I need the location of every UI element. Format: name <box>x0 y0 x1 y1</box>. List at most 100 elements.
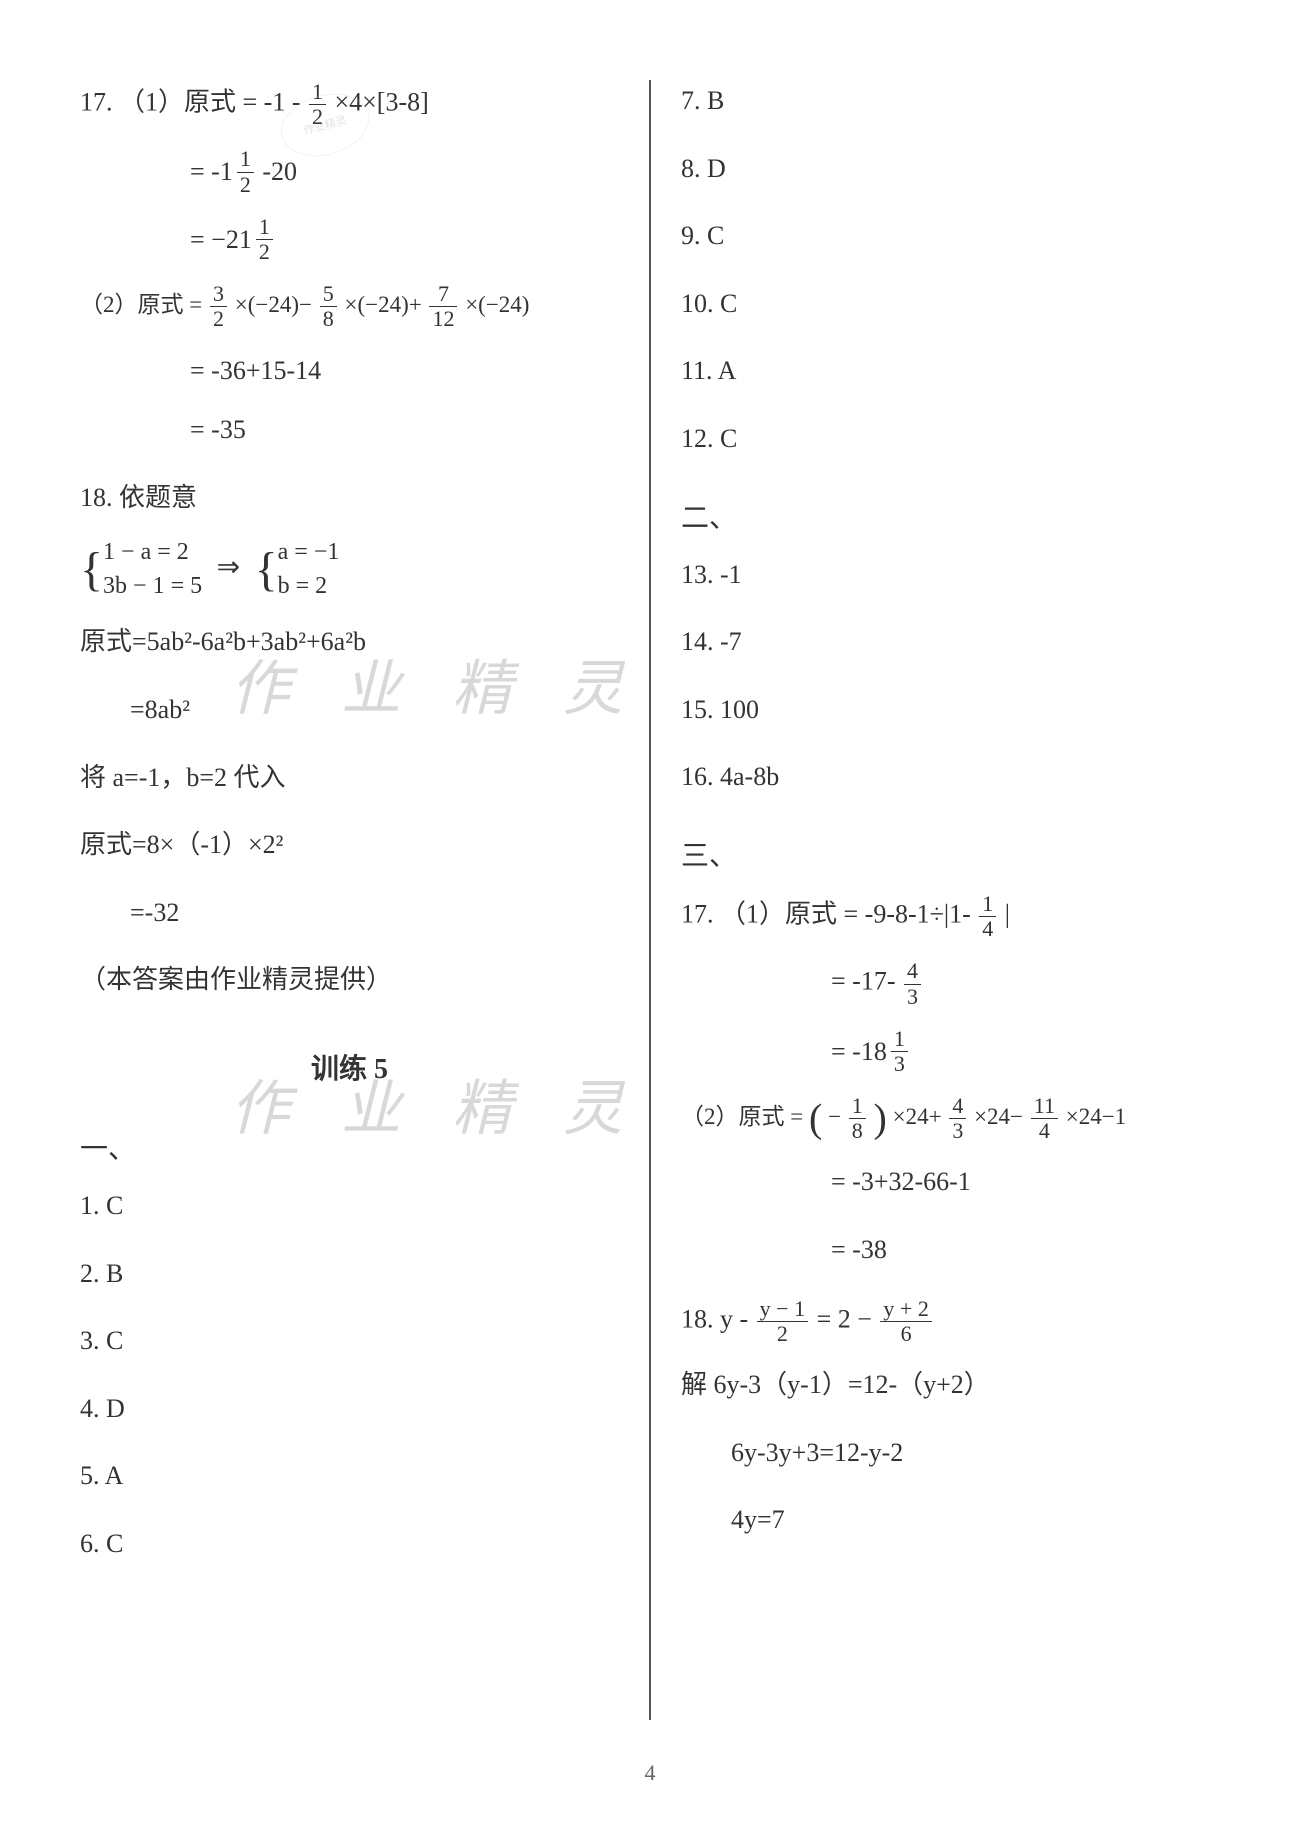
fraction: y + 26 <box>880 1297 931 1346</box>
q18-expr4: =-32 <box>80 892 619 934</box>
numerator: 1 <box>891 1027 908 1052</box>
text: = -17- <box>831 967 895 996</box>
whole: -18 <box>852 1031 887 1073</box>
answer-10: 10. C <box>681 283 1220 325</box>
section-2: 二、 <box>681 496 1220 536</box>
q17-1-line3: = −2112 <box>80 215 619 264</box>
text: = <box>190 157 211 186</box>
q17-2-line2: = -36+15-14 <box>80 350 619 392</box>
denominator: 3 <box>904 985 921 1009</box>
paren-open: ( <box>809 1096 822 1141</box>
r-q18-line2: 解 6y-3（y-1）=12-（y+2） <box>681 1364 1220 1406</box>
text: ×(−24)+ <box>344 292 421 317</box>
answer-16: 16. 4a-8b <box>681 756 1220 798</box>
section-1: 一、 <box>80 1127 619 1167</box>
r-q18-line1: 18. y - y − 12 = 2 − y + 26 <box>681 1297 1220 1346</box>
text: （2）原式 = <box>681 1104 809 1129</box>
fraction: 32 <box>210 282 227 331</box>
mixed-number: -112 <box>211 147 256 196</box>
r-q17-2-line2: = -3+32-66-1 <box>681 1161 1220 1203</box>
q18-system: { 1 − a = 23b − 1 = 5 ⇒ { a = −1b = 2 <box>80 536 619 603</box>
brace-left: { 1 − a = 23b − 1 = 5 <box>80 536 202 603</box>
q18-label: 18. 依题意 <box>80 477 619 519</box>
fraction: y − 12 <box>757 1297 808 1346</box>
whole: -1 <box>211 151 233 193</box>
numerator: 1 <box>256 215 273 240</box>
denominator: 2 <box>757 1322 808 1346</box>
numerator: 7 <box>429 282 457 307</box>
denominator: 4 <box>979 917 996 941</box>
r-q17-2-line1: （2）原式 = ( − 18 ) ×24+ 43 ×24− 114 ×24−1 <box>681 1094 1220 1143</box>
whole: −21 <box>211 219 252 261</box>
fraction: 43 <box>949 1094 966 1143</box>
numerator: 1 <box>979 892 996 917</box>
q17-2-line3: = -35 <box>80 409 619 451</box>
text: 18. y - <box>681 1304 748 1333</box>
text: ×24− <box>974 1104 1023 1129</box>
mixed-number: −2112 <box>211 215 275 264</box>
text: （2）原式 = <box>80 292 208 317</box>
section-3: 三、 <box>681 834 1220 874</box>
numerator: 11 <box>1031 1094 1058 1119</box>
denominator: 6 <box>880 1322 931 1346</box>
denominator: 8 <box>849 1119 866 1143</box>
answer-14: 14. -7 <box>681 621 1220 663</box>
implies-arrow: ⇒ <box>217 552 240 583</box>
text: = <box>190 225 211 254</box>
answer-12: 12. C <box>681 418 1220 460</box>
answer-9: 9. C <box>681 215 1220 257</box>
fraction: 14 <box>979 892 996 941</box>
answer-3: 3. C <box>80 1320 619 1362</box>
denominator: 2 <box>237 173 254 197</box>
text: ×(−24) <box>465 292 529 317</box>
numerator: 1 <box>237 147 254 172</box>
brace-right: { a = −1b = 2 <box>255 536 340 603</box>
text: = <box>831 1037 852 1066</box>
denominator: 2 <box>210 307 227 331</box>
paren-close: ) <box>874 1096 887 1141</box>
denominator: 3 <box>949 1119 966 1143</box>
denominator: 8 <box>320 307 337 331</box>
r-q17-1-line3: = -1813 <box>681 1027 1220 1076</box>
q18-expr3: 原式=8×（-1）×2² <box>80 824 619 866</box>
mixed-number: -1813 <box>852 1027 910 1076</box>
q18-expr2: =8ab² <box>80 689 619 731</box>
answer-6: 6. C <box>80 1523 619 1565</box>
page-number: 4 <box>0 1760 1300 1806</box>
eq: b = 2 <box>278 570 340 604</box>
answer-13: 13. -1 <box>681 554 1220 596</box>
right-column: 7. B 8. D 9. C 10. C 11. A 12. C 二、 13. … <box>651 80 1220 1720</box>
answer-5: 5. A <box>80 1455 619 1497</box>
numerator: y + 2 <box>880 1297 931 1322</box>
q17-2-line1: （2）原式 = 32 ×(−24)− 58 ×(−24)+ 712 ×(−24) <box>80 282 619 331</box>
answer-11: 11. A <box>681 350 1220 392</box>
text: ×(−24)− <box>235 292 312 317</box>
text: − <box>828 1104 841 1129</box>
fraction: 114 <box>1031 1094 1058 1143</box>
numerator: 4 <box>904 959 921 984</box>
text: 17. （1）原式 = -1 - <box>80 88 300 117</box>
answer-8: 8. D <box>681 148 1220 190</box>
r-q17-1-line1: 17. （1）原式 = -9-8-1÷|1- 14 | <box>681 892 1220 941</box>
numerator: 5 <box>320 282 337 307</box>
denominator: 4 <box>1031 1119 1058 1143</box>
q18-expr1: 原式=5ab²-6a²b+3ab²+6a²b <box>80 621 619 663</box>
credit-line: （本答案由作业精灵提供） <box>80 959 619 1001</box>
answer-15: 15. 100 <box>681 689 1220 731</box>
text: 17. （1）原式 = -9-8-1÷|1- <box>681 900 971 929</box>
training-heading: 训练 5 <box>80 1047 619 1087</box>
eq: 3b − 1 = 5 <box>103 570 202 604</box>
r-q17-2-line3: = -38 <box>681 1229 1220 1271</box>
fraction: 43 <box>904 959 921 1008</box>
denominator: 2 <box>256 240 273 264</box>
fraction: 58 <box>320 282 337 331</box>
numerator: 1 <box>849 1094 866 1119</box>
denominator: 12 <box>429 307 457 331</box>
text: | <box>1005 900 1010 929</box>
text: = 2 − <box>817 1304 879 1333</box>
r-q17-1-line2: = -17- 43 <box>681 959 1220 1008</box>
numerator: y − 1 <box>757 1297 808 1322</box>
eq: a = −1 <box>278 536 340 570</box>
numerator: 4 <box>949 1094 966 1119</box>
q17-1-line2: = -112 -20 <box>80 147 619 196</box>
